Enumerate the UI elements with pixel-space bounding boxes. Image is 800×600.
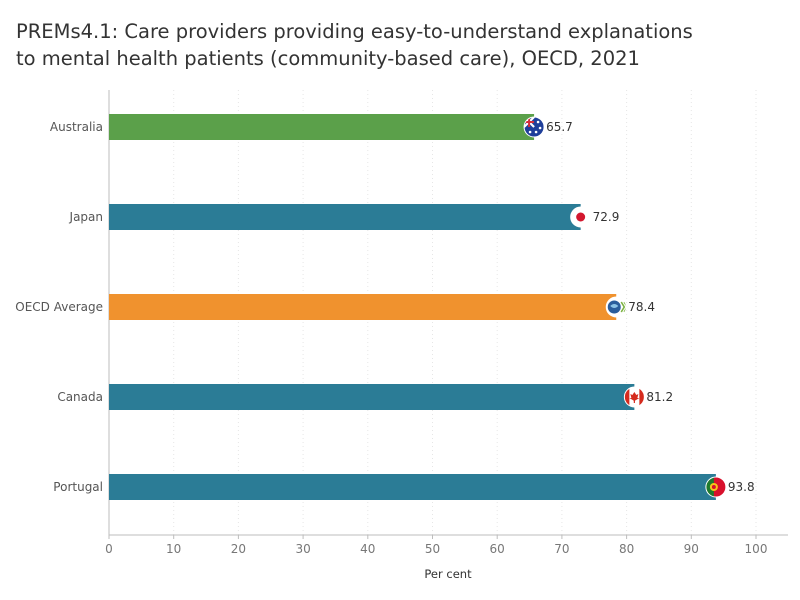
tick-label-1: 10 [166,542,181,556]
value-label-4: 93.8 [728,480,755,494]
category-labels: Australia Japan OECD Average Canada Portugal [15,120,103,494]
portugal-flag-icon [705,476,727,498]
tick-label-10: 100 [745,542,768,556]
tick-label-8: 80 [619,542,634,556]
tick-label-4: 40 [360,542,375,556]
value-label-0: 65.7 [546,120,573,134]
bar-australia [109,114,535,140]
flag-markers [523,116,727,498]
tick-label-2: 20 [231,542,246,556]
bar-canada [109,384,635,410]
category-label-0: Australia [50,120,103,134]
value-label-2: 78.4 [628,300,655,314]
chart-title-line-1: PREMs4.1: Care providers providing easy-… [16,20,693,43]
tick-label-0: 0 [105,542,113,556]
x-axis-ticks: 0 10 20 30 40 50 60 70 80 90 100 [105,535,767,556]
oecd-logo-icon [605,296,627,318]
canada-flag-icon [623,386,645,408]
bar-japan [109,204,581,230]
x-axis-title: Per cent [424,567,472,581]
tick-label-6: 60 [490,542,505,556]
japan-flag-icon [570,206,592,228]
tick-label-5: 50 [425,542,440,556]
bar-portugal [109,474,716,500]
value-labels: 65.7 72.9 78.4 81.2 93.8 [546,120,755,494]
tick-label-3: 30 [295,542,310,556]
chart-title: PREMs4.1: Care providers providing easy-… [16,18,776,72]
bars [109,114,716,500]
category-label-1: Japan [69,210,103,224]
category-label-2: OECD Average [15,300,103,314]
category-label-3: Canada [57,390,103,404]
tick-label-9: 90 [684,542,699,556]
category-label-4: Portugal [53,480,103,494]
australia-flag-icon [523,116,545,138]
value-label-3: 81.2 [646,390,673,404]
bar-oecd-average [109,294,617,320]
tick-label-7: 70 [554,542,569,556]
value-label-1: 72.9 [593,210,620,224]
chart-title-line-2: to mental health patients (community-bas… [16,47,640,70]
